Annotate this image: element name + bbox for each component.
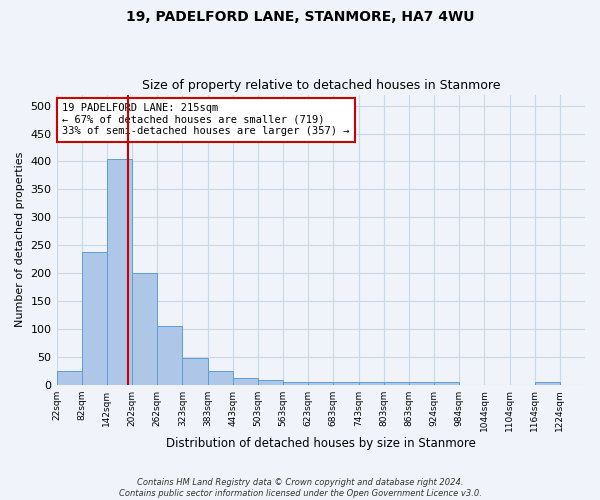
Bar bbox=[82, 252, 107, 384]
Bar bbox=[157, 326, 182, 384]
Bar bbox=[107, 158, 132, 384]
Bar bbox=[383, 382, 409, 384]
Bar bbox=[233, 378, 258, 384]
Text: 19 PADELFORD LANE: 215sqm
← 67% of detached houses are smaller (719)
33% of semi: 19 PADELFORD LANE: 215sqm ← 67% of detac… bbox=[62, 104, 349, 136]
Bar bbox=[258, 380, 283, 384]
Bar bbox=[56, 370, 82, 384]
Bar bbox=[283, 382, 308, 384]
Bar bbox=[409, 382, 434, 384]
Y-axis label: Number of detached properties: Number of detached properties bbox=[15, 152, 25, 328]
Title: Size of property relative to detached houses in Stanmore: Size of property relative to detached ho… bbox=[142, 79, 500, 92]
Bar bbox=[132, 273, 157, 384]
X-axis label: Distribution of detached houses by size in Stanmore: Distribution of detached houses by size … bbox=[166, 437, 476, 450]
Bar bbox=[535, 382, 560, 384]
Bar bbox=[359, 382, 383, 384]
Bar bbox=[182, 358, 208, 384]
Text: 19, PADELFORD LANE, STANMORE, HA7 4WU: 19, PADELFORD LANE, STANMORE, HA7 4WU bbox=[126, 10, 474, 24]
Bar bbox=[334, 382, 359, 384]
Text: Contains HM Land Registry data © Crown copyright and database right 2024.
Contai: Contains HM Land Registry data © Crown c… bbox=[119, 478, 481, 498]
Bar bbox=[208, 371, 233, 384]
Bar bbox=[434, 382, 459, 384]
Bar bbox=[308, 382, 334, 384]
